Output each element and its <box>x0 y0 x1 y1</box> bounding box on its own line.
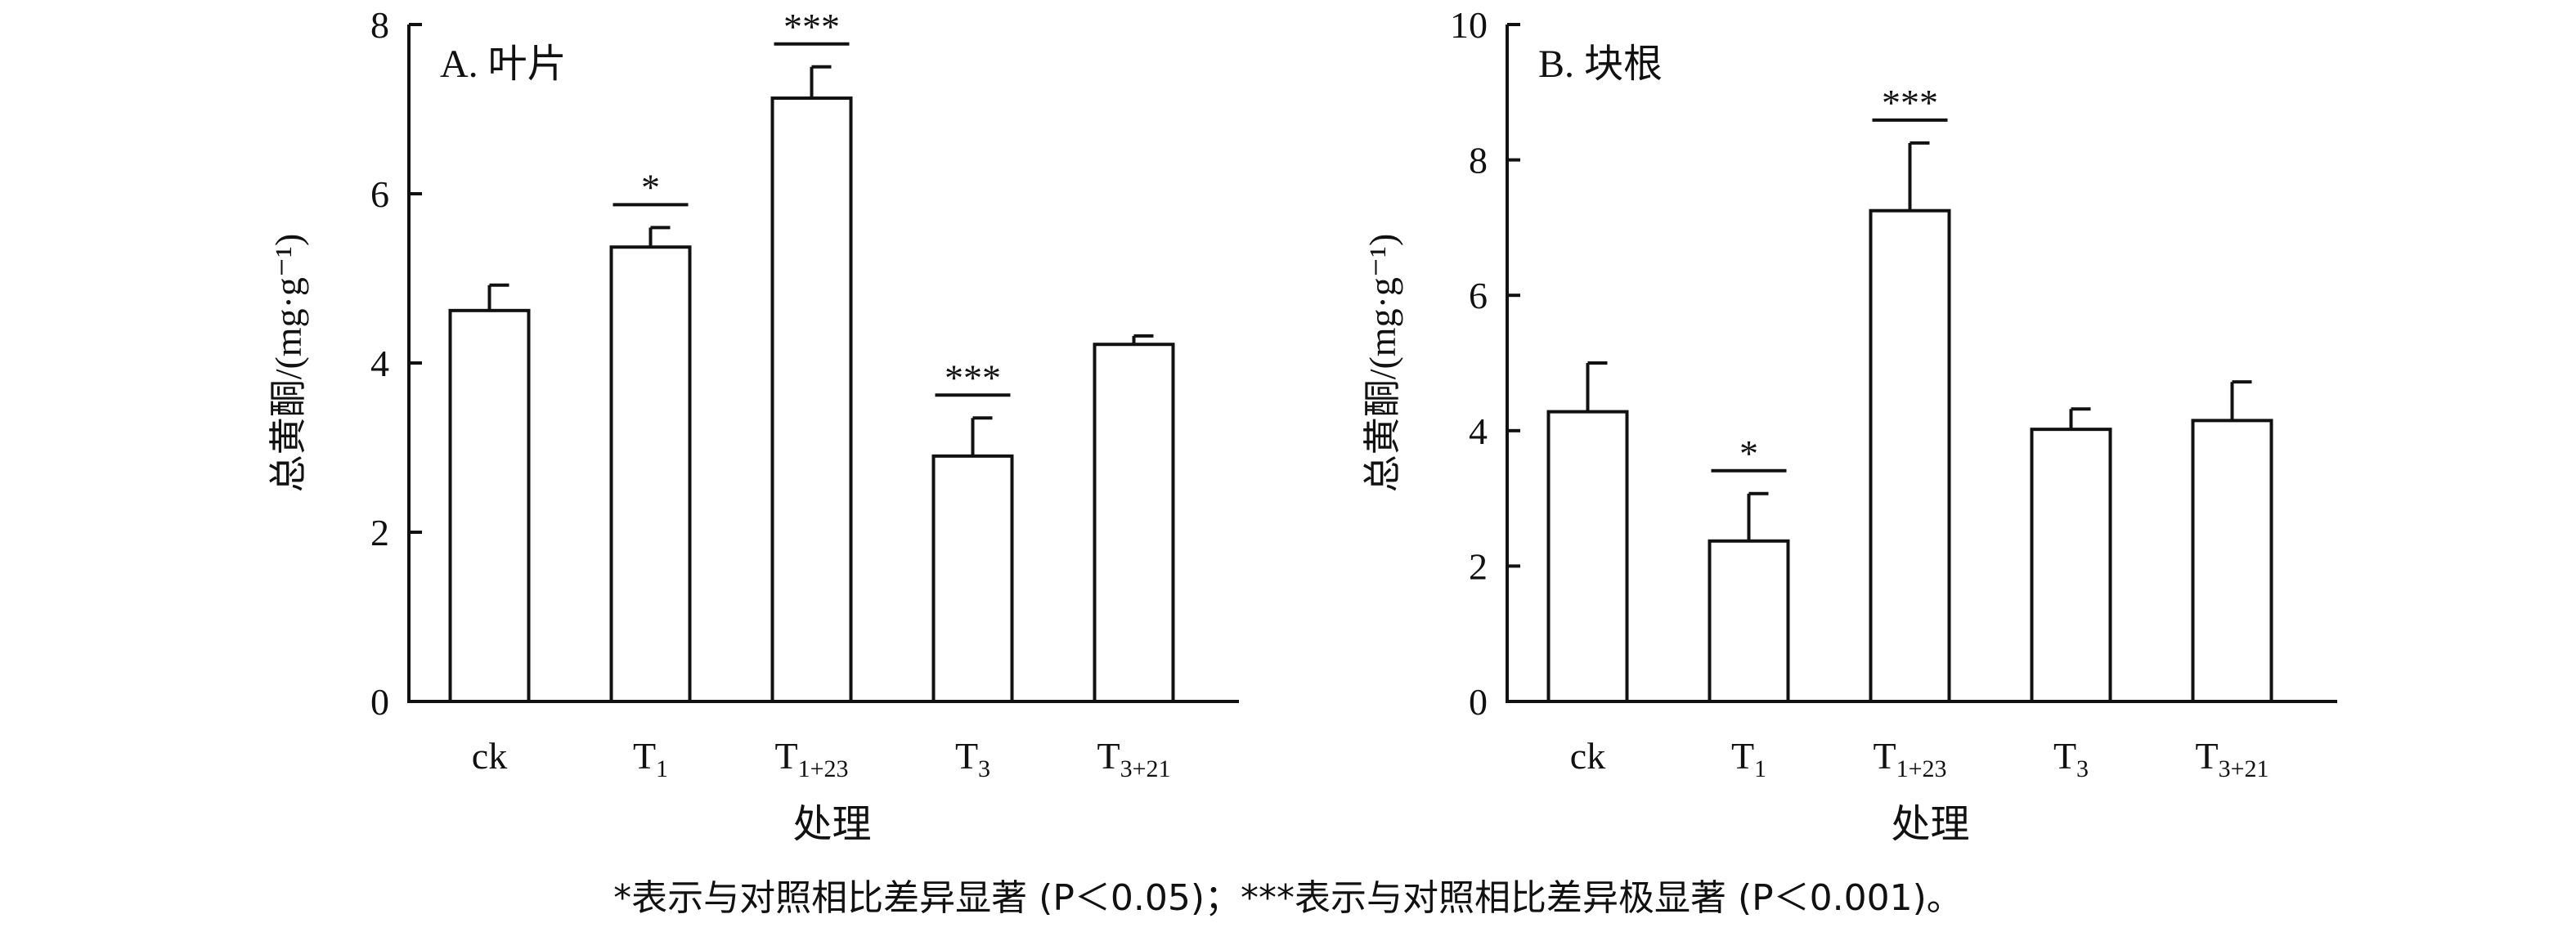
x-tick-label: T1+23 <box>1873 735 1946 782</box>
significance-mark: *** <box>1882 82 1938 123</box>
y-tick-label: 4 <box>370 343 389 384</box>
bar <box>1546 410 1629 703</box>
y-tick-label: 2 <box>1469 545 1488 587</box>
significance-mark: *** <box>783 6 840 47</box>
y-tick-label: 8 <box>1469 140 1488 181</box>
bar <box>1708 539 1790 703</box>
y-tick-label: 0 <box>1469 681 1488 723</box>
x-tick-label: T3 <box>955 735 990 782</box>
y-tick-label: 0 <box>370 681 389 723</box>
y-tick-label: 2 <box>370 512 389 553</box>
x-tick-label: ck <box>1570 735 1605 777</box>
y-axis-label: 总黄酮/(mg·g⁻¹) <box>267 234 309 493</box>
y-tick-label: 8 <box>370 4 389 46</box>
y-tick-label: 6 <box>1469 275 1488 316</box>
panel-label: B. 块根 <box>1538 43 1663 86</box>
significance-mark: * <box>641 166 660 208</box>
x-tick-label: ck <box>472 735 507 777</box>
x-tick-label: T1+23 <box>774 735 848 782</box>
x-axis-label: 处理 <box>792 803 871 846</box>
x-tick-label: T1 <box>1731 735 1766 782</box>
y-tick-label: 4 <box>1469 410 1488 452</box>
bar <box>1093 343 1175 703</box>
x-axis-label: 处理 <box>1891 803 1969 846</box>
x-tick-label: T3+21 <box>1097 735 1170 782</box>
bar <box>448 308 531 703</box>
y-axis-label: 总黄酮/(mg·g⁻¹) <box>1362 234 1403 493</box>
bar <box>2191 419 2273 703</box>
x-tick-label: T3 <box>2053 735 2089 782</box>
x-tick-label: T1 <box>633 735 668 782</box>
significance-mark: * <box>1739 432 1758 474</box>
bar <box>931 454 1014 703</box>
panel-label: A. 叶片 <box>440 43 567 86</box>
bar <box>1869 208 1951 703</box>
y-tick-label: 10 <box>1450 4 1488 46</box>
figure-footnote: *表示与对照相比差异显著 (P＜0.05)；***表示与对照相比差异极显著 (P… <box>613 877 1963 919</box>
significance-mark: *** <box>945 356 1001 398</box>
y-tick-label: 6 <box>370 173 389 215</box>
bar <box>2030 428 2112 703</box>
x-tick-label: T3+21 <box>2195 735 2269 782</box>
bar <box>770 96 853 704</box>
bar <box>609 245 692 703</box>
